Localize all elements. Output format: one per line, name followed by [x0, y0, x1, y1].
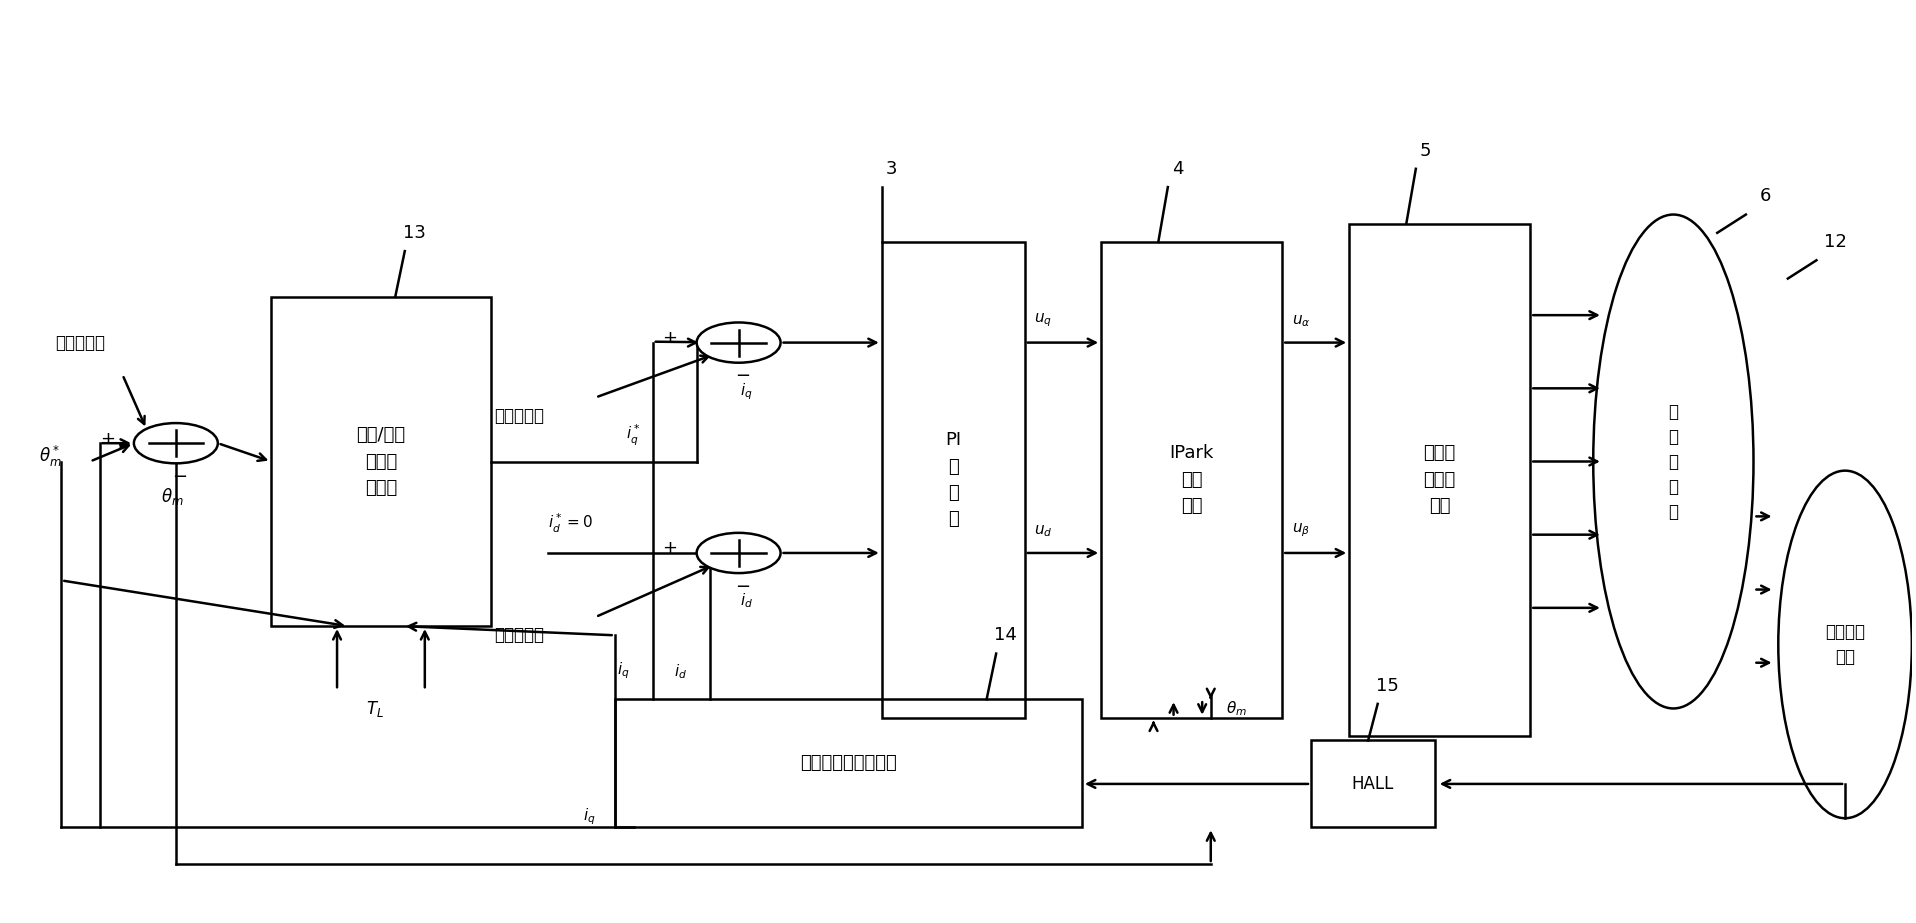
- Text: −: −: [736, 578, 749, 595]
- Text: $u_\alpha$: $u_\alpha$: [1291, 313, 1311, 329]
- Circle shape: [134, 423, 218, 463]
- Text: $\theta_m$: $\theta_m$: [1226, 699, 1247, 718]
- Bar: [1349, 223, 1531, 736]
- Text: $i_d$: $i_d$: [674, 663, 688, 681]
- Text: +: +: [100, 429, 115, 448]
- Text: −: −: [172, 468, 188, 485]
- Bar: [1311, 740, 1435, 827]
- Text: 三
相
逆
变
器: 三 相 逆 变 器: [1669, 402, 1678, 521]
- Text: $i_d$: $i_d$: [740, 592, 753, 610]
- Text: IPark
变换
模块: IPark 变换 模块: [1169, 444, 1215, 515]
- Text: $i_d^*=0$: $i_d^*=0$: [548, 511, 592, 534]
- Text: 第四减法器: 第四减法器: [494, 627, 544, 644]
- Text: $T_L$: $T_L$: [366, 700, 383, 719]
- Text: +: +: [663, 539, 678, 557]
- Text: +: +: [663, 329, 678, 347]
- Text: $i_q$: $i_q$: [582, 806, 596, 827]
- Text: $i_q$: $i_q$: [617, 661, 630, 681]
- Text: HALL: HALL: [1351, 775, 1395, 793]
- Text: 5: 5: [1420, 141, 1431, 160]
- Text: 永磁同步
电机: 永磁同步 电机: [1826, 623, 1864, 665]
- Text: 14: 14: [994, 627, 1017, 644]
- Text: 4: 4: [1171, 160, 1184, 178]
- Text: 13: 13: [402, 224, 425, 242]
- Text: $\theta_m$: $\theta_m$: [161, 486, 184, 508]
- Text: $u_d$: $u_d$: [1035, 523, 1052, 539]
- Text: 空间矢
量调制
模块: 空间矢 量调制 模块: [1424, 444, 1456, 515]
- Text: 12: 12: [1824, 234, 1847, 251]
- Text: 3: 3: [885, 160, 897, 178]
- Bar: [615, 700, 1083, 827]
- Bar: [272, 297, 490, 626]
- Text: $\theta_m^*$: $\theta_m^*$: [38, 444, 61, 470]
- Text: $i_q^*$: $i_q^*$: [627, 423, 642, 448]
- Text: PI
调
节
器: PI 调 节 器: [945, 431, 962, 528]
- Text: 第三减法器: 第三减法器: [494, 407, 544, 425]
- Bar: [1102, 242, 1282, 717]
- Text: 15: 15: [1376, 677, 1399, 695]
- Text: 第五减法器: 第五减法器: [56, 333, 105, 352]
- Text: $i_q$: $i_q$: [740, 381, 753, 402]
- Text: 准无传感器控制模块: 准无传感器控制模块: [801, 754, 897, 773]
- Bar: [881, 242, 1025, 717]
- Circle shape: [697, 322, 780, 363]
- Text: $u_\beta$: $u_\beta$: [1291, 521, 1311, 539]
- Text: 6: 6: [1759, 187, 1770, 206]
- Text: 位置/速度
一体化
控制器: 位置/速度 一体化 控制器: [356, 426, 406, 497]
- Text: $u_q$: $u_q$: [1035, 311, 1052, 329]
- Text: −: −: [736, 367, 749, 385]
- Circle shape: [697, 533, 780, 573]
